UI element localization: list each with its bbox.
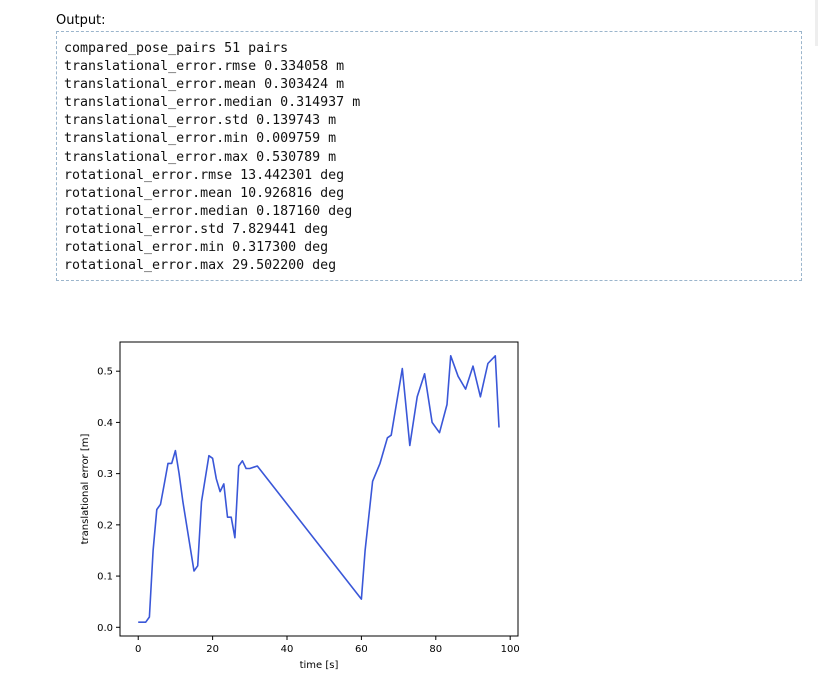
x-tick-label: 0: [135, 644, 141, 655]
x-ticks: 0 20 40 60 80 100: [135, 636, 520, 655]
y-tick-label: 0.5: [97, 367, 113, 378]
output-box: compared_pose_pairs 51 pairs translationa…: [56, 31, 802, 281]
x-tick-label: 60: [355, 644, 368, 655]
output-line: rotational_error.max 29.502200 deg: [64, 258, 337, 274]
output-line: translational_error.median 0.314937 m: [64, 95, 361, 111]
series-line: [138, 354, 500, 624]
y-axis-label: translational error [m]: [80, 434, 91, 545]
x-tick-label: 20: [206, 644, 219, 655]
y-tick-label: 0.2: [97, 520, 113, 531]
output-line: rotational_error.rmse 13.442301 deg: [64, 167, 345, 183]
x-tick-label: 80: [429, 644, 442, 655]
series-layer: [138, 354, 500, 624]
output-lines: compared_pose_pairs 51 pairs translationa…: [64, 40, 360, 275]
output-line: translational_error.max 0.530789 m: [64, 149, 337, 165]
y-tick-label: 0.4: [97, 418, 113, 429]
output-line: rotational_error.min 0.317300 deg: [64, 240, 329, 256]
output-line: compared_pose_pairs 51 pairs: [64, 41, 289, 56]
output-line: translational_error.rmse 0.334058 m: [64, 59, 345, 75]
x-tick-label: 100: [501, 644, 520, 655]
x-axis-label: time [s]: [300, 660, 339, 671]
y-ticks: 0.0 0.1 0.2 0.3 0.4 0.5: [97, 367, 120, 634]
plot-area-frame: [119, 341, 519, 637]
scroll-edge: [815, 0, 818, 46]
output-line: translational_error.mean 0.303424 m: [64, 77, 345, 93]
output-line: rotational_error.median 0.187160 deg: [64, 203, 353, 219]
y-tick-label: 0.0: [97, 623, 113, 634]
x-tick-label: 40: [281, 644, 294, 655]
output-line: translational_error.min 0.009759 m: [64, 131, 337, 147]
output-line: rotational_error.mean 10.926816 deg: [64, 185, 345, 201]
y-tick-label: 0.3: [97, 469, 113, 480]
y-tick-label: 0.1: [97, 572, 113, 583]
output-label: Output:: [56, 13, 106, 28]
output-line: rotational_error.std 7.829441 deg: [64, 221, 329, 237]
output-line: translational_error.std 0.139743 m: [64, 113, 337, 129]
